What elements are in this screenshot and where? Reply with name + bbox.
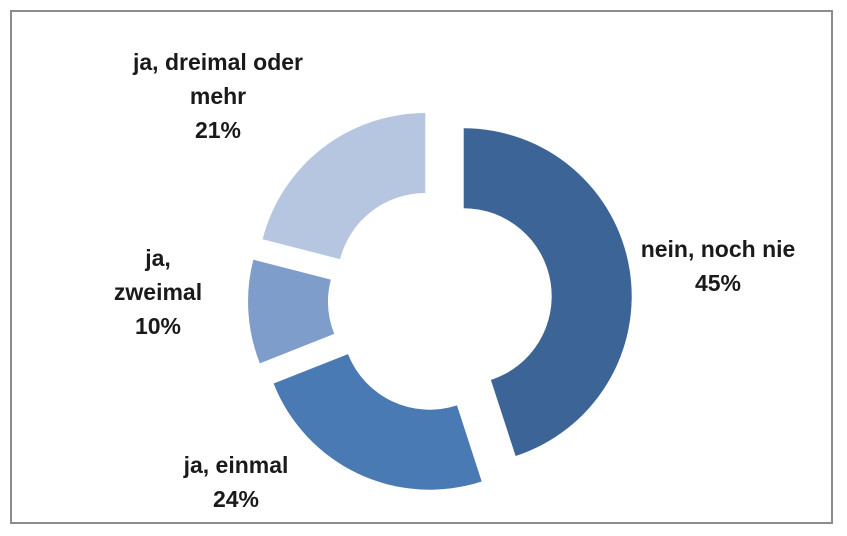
donut-segment [273, 354, 482, 490]
percent-label: 10% [134, 313, 182, 339]
category-label: ja, dreimal oder mehr [132, 49, 303, 109]
category-label: ja, einmal [183, 452, 289, 478]
donut-segment [262, 113, 426, 260]
category-label: ja, zweimal [113, 245, 203, 305]
data-label: nein, noch nie 45% [638, 232, 798, 300]
percent-label: 45% [694, 270, 742, 296]
category-label: nein, noch nie [640, 236, 796, 262]
donut-segment [248, 259, 335, 364]
chart-frame [10, 10, 833, 524]
data-label: ja, einmal 24% [136, 448, 336, 516]
data-label: ja, zweimal 10% [98, 241, 218, 343]
percent-label: 21% [194, 117, 242, 143]
percent-label: 24% [212, 486, 260, 512]
data-label: ja, dreimal oder mehr 21% [131, 45, 306, 147]
donut-segment [463, 128, 632, 457]
